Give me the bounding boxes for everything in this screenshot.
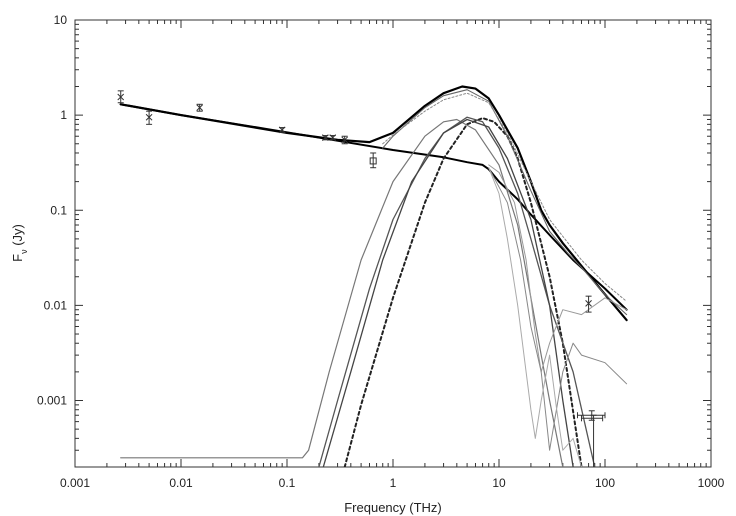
cross-marker xyxy=(196,104,204,111)
model-curve-5 xyxy=(318,116,596,467)
x-tick-label: 10 xyxy=(492,476,506,490)
model-curve-2 xyxy=(119,103,628,311)
x-tick-label: 1 xyxy=(390,476,397,490)
x-tick-label: 0.001 xyxy=(60,476,90,490)
model-curve-3 xyxy=(343,117,583,467)
data-point xyxy=(117,90,125,104)
data-point xyxy=(341,135,349,145)
y-axis-title-unit: (Jy) xyxy=(10,224,25,249)
y-axis-title-main: F xyxy=(10,254,25,262)
y-axis-title-sub: ν xyxy=(19,249,29,254)
model-curve-6 xyxy=(322,118,574,467)
y-tick-label: 0.01 xyxy=(44,298,68,312)
x-tick-label: 100 xyxy=(595,476,615,490)
data-point xyxy=(329,134,337,141)
model-curve-7 xyxy=(382,89,628,316)
x-tick-label: 1000 xyxy=(698,476,725,490)
data-point xyxy=(321,134,329,141)
y-axis-title: Fν (Jy) xyxy=(10,224,29,262)
model-curve-9 xyxy=(488,164,628,373)
data-point xyxy=(580,414,604,467)
data-point xyxy=(145,110,153,125)
data-point xyxy=(369,152,377,169)
y-tick-label: 10 xyxy=(54,13,68,27)
cross-marker xyxy=(145,113,153,121)
cross-marker xyxy=(329,134,337,141)
cross-marker xyxy=(117,93,125,101)
model-curve-1 xyxy=(119,85,628,322)
x-axis-title: Frequency (THz) xyxy=(344,500,442,515)
y-tick-label: 1 xyxy=(60,108,67,122)
data-point xyxy=(585,295,592,313)
model-curve-4 xyxy=(120,118,564,467)
y-tick-label: 0.001 xyxy=(37,394,67,408)
model-curve-8 xyxy=(382,92,628,302)
cross-marker xyxy=(585,300,592,307)
cross-marker xyxy=(278,126,286,134)
x-tick-label: 0.01 xyxy=(169,476,193,490)
plot-frame xyxy=(74,19,712,468)
axis-ticks: 0.001 0.01 0.1 1 10 100 1000 0.001 0.01 0.1 1 10 xyxy=(37,13,725,490)
model-curve-10 xyxy=(488,167,628,451)
square-marker xyxy=(369,157,377,165)
y-tick-label: 0.1 xyxy=(50,203,67,217)
data-point xyxy=(196,103,204,112)
data-point xyxy=(278,126,286,134)
model-curve-11 xyxy=(488,167,582,467)
observed-data-points xyxy=(117,90,606,467)
model-curves xyxy=(119,85,628,467)
x-tick-label: 0.1 xyxy=(279,476,296,490)
cross-marker xyxy=(341,136,349,144)
cross-marker xyxy=(321,134,329,141)
